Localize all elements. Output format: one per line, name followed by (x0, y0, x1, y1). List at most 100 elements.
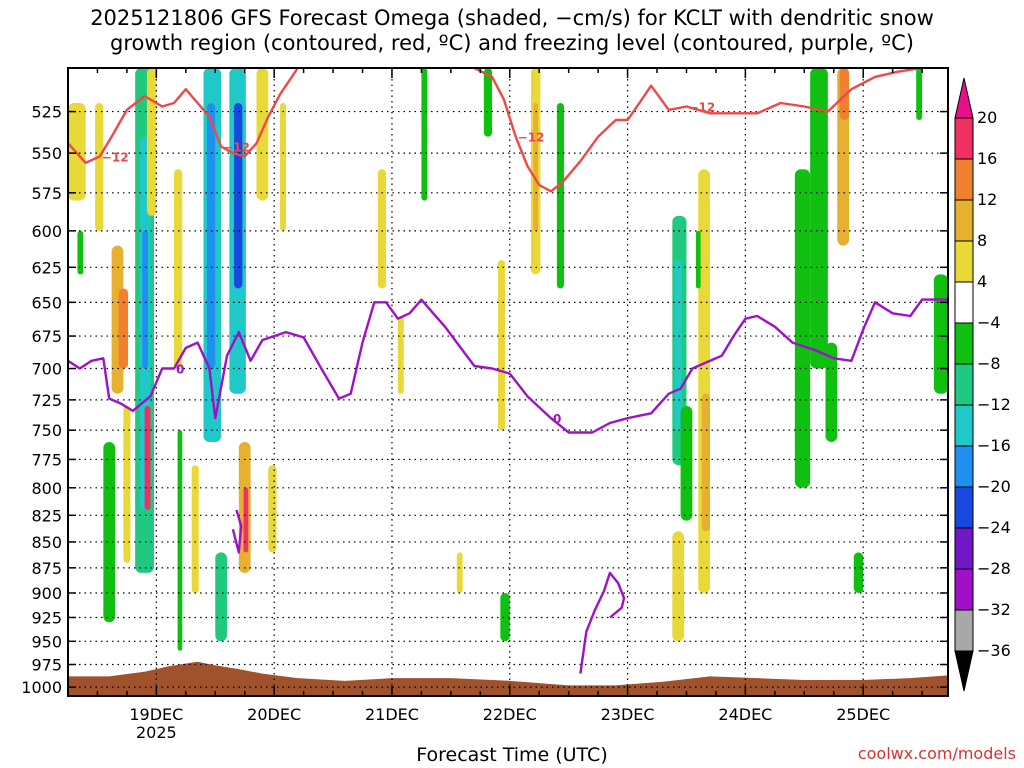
omega-cell (177, 430, 183, 651)
colorbar-swatch (954, 568, 974, 611)
x-tick-label: 25DEC (836, 705, 890, 724)
omega-cell (556, 103, 564, 289)
y-tick-label: 875 (31, 559, 62, 578)
colorbar-top-arrow (954, 77, 974, 119)
colorbar-label: −12 (977, 395, 1011, 414)
y-tick-label: 675 (31, 327, 62, 346)
colorbar-label: 16 (977, 149, 997, 168)
colorbar-label: 4 (977, 272, 987, 291)
colorbar-label: −24 (977, 518, 1011, 537)
colorbar-swatch (954, 117, 974, 160)
y-tick-label: 600 (31, 222, 62, 241)
omega-cell (174, 169, 183, 369)
omega-cell (377, 169, 387, 289)
omega-cell (421, 68, 428, 201)
omega-cell (191, 465, 199, 594)
omega-cell (680, 406, 693, 521)
omega-cell (118, 288, 129, 369)
omega-shading-layer (68, 68, 948, 651)
colorbar-label: −32 (977, 600, 1011, 619)
colorbar-swatch (954, 281, 974, 324)
omega-cell (825, 342, 838, 442)
colorbar-label: −20 (977, 477, 1011, 496)
contour-line (68, 298, 948, 434)
contour-layer: −12 −12 −12 −12 0 0 (68, 68, 948, 674)
omega-cell (146, 68, 157, 216)
omega-cell (500, 593, 510, 642)
colorbar-swatch (954, 199, 974, 242)
pressure-axis: 525 550 575 600 625 650 675 700 725 750 775 800 825 8… (21, 103, 948, 697)
colorbar-swatch (954, 363, 974, 406)
omega-cell (207, 103, 216, 369)
colorbar-label: 12 (977, 190, 997, 209)
omega-cell (533, 103, 539, 231)
x-tick-sublabel: 2025 (136, 723, 177, 742)
omega-cell (456, 552, 463, 594)
contour-label: −12 (688, 100, 715, 114)
y-tick-label: 1000 (21, 678, 62, 697)
omega-cell (234, 103, 243, 289)
omega-cell (268, 465, 277, 553)
colorbar-label: −36 (977, 641, 1011, 660)
colorbar-label: −16 (977, 436, 1011, 455)
colorbar-label: 20 (977, 108, 997, 127)
colorbar-label: −28 (977, 559, 1011, 578)
y-tick-label: 775 (31, 450, 62, 469)
colorbar-swatch (954, 322, 974, 365)
y-tick-label: 650 (31, 293, 62, 312)
colorbar-swatch (954, 445, 974, 488)
y-tick-label: 950 (31, 632, 62, 651)
x-tick-label: 24DEC (718, 705, 772, 724)
x-tick-label: 22DEC (483, 705, 537, 724)
omega-cell (215, 552, 228, 642)
y-tick-label: 925 (31, 608, 62, 627)
omega-cell (674, 260, 682, 431)
omega-cell (103, 441, 116, 623)
omega-cell (794, 169, 811, 488)
omega-cell (701, 393, 711, 532)
y-tick-label: 800 (31, 479, 62, 498)
omega-cell (77, 230, 84, 275)
y-tick-label: 575 (31, 184, 62, 203)
contour-label: 0 (553, 412, 561, 426)
y-tick-label: 825 (31, 506, 62, 525)
x-axis-label: Forecast Time (UTC) (416, 744, 608, 766)
omega-cell (256, 68, 269, 201)
omega-cell (397, 315, 404, 394)
terrain-layer (68, 661, 948, 696)
plot-frame (67, 67, 949, 697)
omega-cell (95, 103, 104, 231)
y-tick-label: 525 (31, 103, 62, 122)
omega-cell (497, 260, 506, 431)
grid-layer (68, 68, 948, 696)
x-tick-label: 20DEC (247, 705, 301, 724)
contour-line (473, 68, 923, 193)
colorbar-swatch (954, 609, 974, 652)
omega-cell (810, 68, 828, 369)
omega-cell (695, 230, 701, 289)
x-tick-label: 21DEC (365, 705, 419, 724)
y-tick-label: 850 (31, 533, 62, 552)
y-tick-label: 550 (31, 144, 62, 163)
omega-cell (853, 552, 864, 594)
terrain-area (68, 661, 948, 696)
omega-cell (123, 406, 131, 563)
x-tick-label: 19DEC (129, 705, 183, 724)
omega-cell (672, 531, 685, 642)
colorbar-swatch (954, 486, 974, 529)
colorbar-label: −8 (977, 354, 1001, 373)
chart-title: 2025121806 GFS Forecast Omega (shaded, −… (90, 6, 934, 55)
colorbar-bottom-arrow (954, 650, 974, 692)
credit-text: coolwx.com/models (857, 744, 1016, 763)
omega-cell (142, 230, 149, 369)
contour-line (579, 571, 626, 674)
y-tick-label: 725 (31, 391, 62, 410)
contour-label: 0 (176, 363, 184, 377)
omega-cell (483, 68, 493, 137)
y-tick-label: 975 (31, 655, 62, 674)
x-tick-label: 23DEC (601, 705, 655, 724)
contour-label: −12 (223, 141, 250, 155)
omega-cell (916, 68, 923, 121)
